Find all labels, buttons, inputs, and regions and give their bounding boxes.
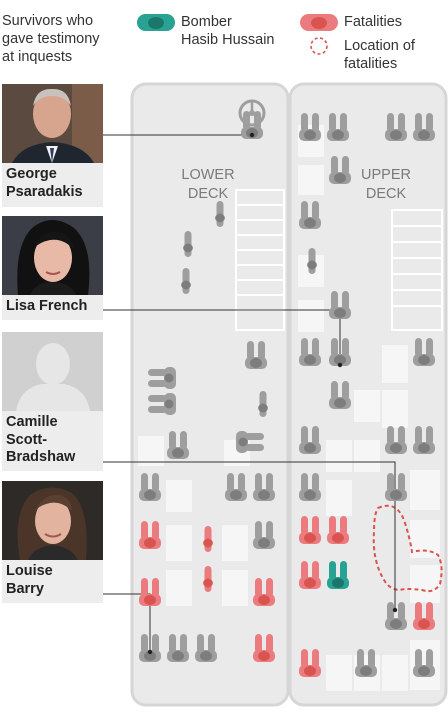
portrait-photo-george (2, 84, 103, 163)
fatality-seat (299, 649, 321, 677)
portrait-photo-louise (2, 481, 103, 560)
seat (139, 634, 161, 662)
seat (139, 473, 161, 501)
seat (385, 426, 407, 454)
location-legend-label: Location of fatalities (344, 38, 415, 72)
fatality-seat (327, 516, 349, 544)
lower-deck-label: LOWER DECK (181, 167, 235, 202)
portrait-photo-lisa (2, 216, 103, 295)
survivor-name-george: George Psaradakis (2, 163, 103, 207)
seat (236, 431, 264, 453)
fatality-seat (299, 516, 321, 544)
bomber-seat (327, 561, 349, 589)
seat (329, 156, 351, 184)
seat (299, 201, 321, 229)
seat (258, 391, 268, 417)
portrait-photo-camille (2, 332, 103, 411)
seat (167, 431, 189, 459)
seat (183, 231, 193, 257)
fatality-seat (413, 602, 435, 630)
lower-deck-stairs (235, 189, 285, 331)
woman-portrait-icon (2, 216, 103, 295)
seat (253, 473, 275, 501)
location-legend-icon (310, 37, 328, 55)
seat (355, 649, 377, 677)
seat (225, 473, 247, 501)
fatality-seat (253, 578, 275, 606)
seat (215, 201, 225, 227)
seat (329, 381, 351, 409)
fatality-seat (203, 526, 213, 552)
seat (299, 426, 321, 454)
seat (299, 338, 321, 366)
fatality-seat (253, 634, 275, 662)
fatality-legend-icon (300, 14, 338, 31)
seat (385, 473, 407, 501)
fatality-seat (203, 566, 213, 592)
seat (413, 113, 435, 141)
survivors-legend-label: Survivors who gave testimony at inquests (2, 13, 100, 65)
seat (148, 367, 176, 389)
upper-deck-stairs (391, 209, 443, 331)
upper-deck-label: UPPER DECK (361, 167, 411, 202)
survivor-name-camille: Camille Scott- Bradshaw (2, 411, 103, 471)
fatalities-legend-label: Fatalities (344, 14, 403, 30)
seat (195, 634, 217, 662)
seat (329, 338, 351, 366)
fatality-seat (139, 578, 161, 606)
survivor-name-louise: Louise Barry (2, 560, 103, 603)
fatality-seat (299, 561, 321, 589)
seat (253, 521, 275, 549)
survivor-name-lisa: Lisa French (2, 295, 103, 320)
seat (245, 341, 267, 369)
seat (299, 473, 321, 501)
silhouette-icon (2, 332, 103, 411)
fatality-location-outline (372, 504, 443, 593)
seat (148, 393, 176, 415)
seat (167, 634, 189, 662)
seat (181, 268, 191, 294)
seat (329, 291, 351, 319)
bomber-legend-label: Bomber Hasib Hussain (181, 14, 275, 48)
seat (413, 649, 435, 677)
fatality-seat (139, 521, 161, 549)
seat (327, 113, 349, 141)
seat (307, 248, 317, 274)
survivor-position-dots (147, 132, 398, 655)
seats-layer (139, 111, 435, 677)
seat (413, 426, 435, 454)
seat (385, 113, 407, 141)
seat (385, 602, 407, 630)
woman-portrait-icon (2, 481, 103, 560)
seat (299, 113, 321, 141)
seat (413, 338, 435, 366)
man-portrait-icon (2, 84, 103, 163)
bomber-legend-icon (137, 14, 175, 31)
leader-lines (103, 134, 396, 652)
